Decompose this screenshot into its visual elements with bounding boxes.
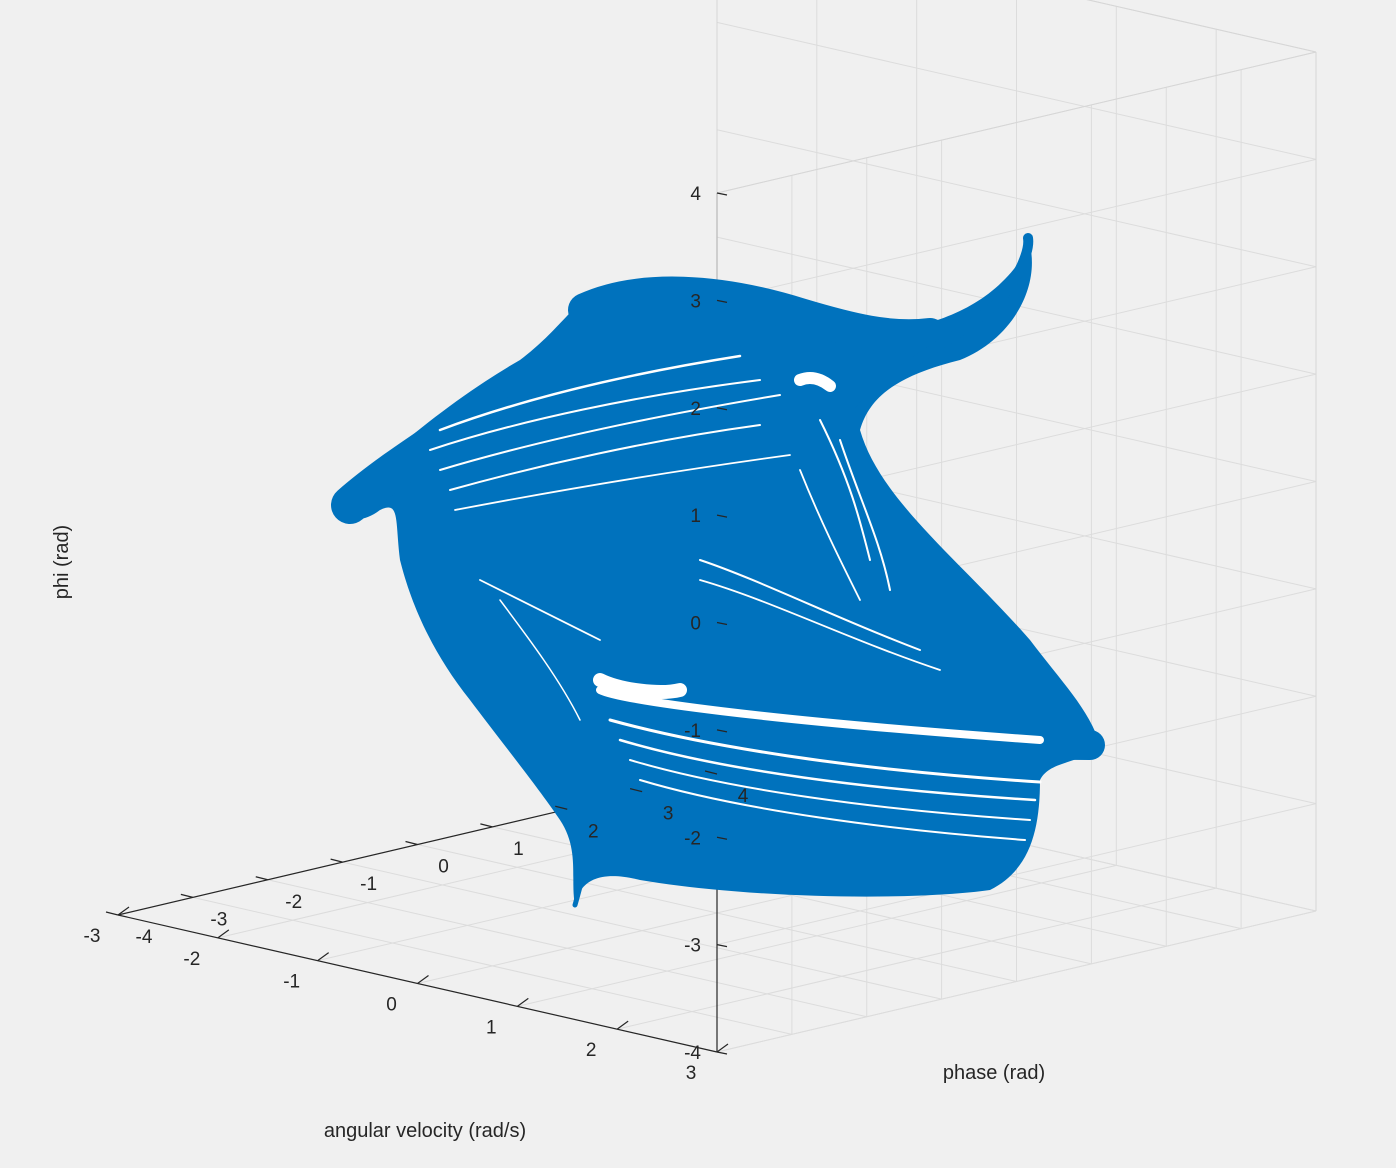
- z-tick: [716, 192, 728, 196]
- attractor-gap: [699, 559, 921, 651]
- y-tick-label: -2: [285, 892, 302, 913]
- grid-line: [716, 21, 1317, 160]
- z-tick-label: 4: [690, 184, 701, 205]
- x-tick: [516, 997, 529, 1007]
- attractor-gap: [794, 372, 836, 392]
- attractor-gap: [819, 419, 871, 561]
- z-tick-label: -4: [684, 1043, 701, 1064]
- y-tick: [555, 805, 568, 810]
- y-tick: [180, 893, 194, 898]
- y-tick-label: 3: [663, 804, 674, 825]
- z-tick-label: 0: [690, 614, 701, 635]
- y-tick-label: -4: [136, 927, 153, 948]
- attractor-tube: [568, 276, 947, 354]
- attractor-gap: [629, 759, 1031, 821]
- y-tick-label: 4: [738, 786, 749, 807]
- box-edge: [1086, 0, 1317, 53]
- attractor-strand: [572, 827, 588, 908]
- z-tick-label: 3: [690, 291, 701, 312]
- attractor-tube: [625, 685, 1105, 760]
- z-tick: [716, 729, 728, 733]
- y-tick-label: -3: [210, 909, 227, 930]
- attractor-gap: [608, 718, 1042, 784]
- x-tick-label: -3: [84, 926, 101, 947]
- attractor-gap: [596, 686, 1044, 744]
- attractor-body: [340, 245, 1100, 905]
- z-tick: [716, 621, 728, 626]
- y-tick-label: 1: [513, 839, 524, 860]
- y-tick: [105, 911, 119, 916]
- attractor-gap: [639, 779, 1026, 841]
- attractor-gap: [593, 673, 687, 699]
- grid-line: [267, 879, 867, 1018]
- z-tick: [716, 514, 728, 518]
- z-tick: [716, 944, 728, 948]
- x-tick-label: -2: [183, 949, 200, 970]
- z-tick-label: 2: [690, 399, 701, 420]
- data-series: [331, 233, 1105, 908]
- x-tick-label: 0: [386, 995, 397, 1016]
- x-tick: [616, 1020, 629, 1030]
- attractor-gap: [499, 599, 581, 721]
- attractor-gap: [429, 379, 761, 451]
- attractor-gap: [799, 469, 861, 601]
- attractor-gap: [439, 394, 781, 471]
- attractor-strand: [855, 233, 1034, 415]
- attractor-gap: [438, 354, 742, 432]
- y-tick: [480, 823, 493, 828]
- z-tick: [716, 299, 728, 303]
- y-tick: [330, 858, 343, 863]
- x-tick: [417, 975, 429, 984]
- grid-line: [342, 861, 942, 1000]
- z-tick: [716, 407, 728, 411]
- x-tick: [317, 952, 330, 962]
- x-tick-label: -1: [283, 972, 300, 993]
- y-tick: [255, 876, 268, 881]
- z-tick: [716, 836, 728, 840]
- grid-line: [192, 896, 792, 1035]
- z-tick: [716, 1051, 728, 1055]
- y-tick-label: 2: [588, 821, 599, 842]
- z-tick-label: -2: [684, 828, 701, 849]
- y-axis-label: phase (rad): [943, 1062, 1045, 1084]
- x-axis-label: angular velocity (rad/s): [324, 1120, 526, 1142]
- ticks: [105, 192, 729, 1055]
- z-tick-label: -1: [684, 721, 701, 742]
- x-tick-label: 1: [486, 1017, 497, 1038]
- y-tick: [629, 788, 643, 793]
- y-tick-label: -1: [360, 874, 377, 895]
- y-tick-label: 0: [438, 857, 449, 878]
- attractor-gap: [479, 579, 601, 641]
- attractor-strand: [538, 773, 587, 852]
- box-edge: [716, 51, 1317, 194]
- z-tick-label: -3: [684, 936, 701, 957]
- z-axis-label: phi (rad): [51, 525, 73, 599]
- attractor-gap: [839, 439, 891, 591]
- x-tick: [716, 1043, 729, 1053]
- attractor-gap: [449, 424, 761, 491]
- x-tick: [217, 929, 230, 939]
- tick-labels: -4 -3 -2 -1 0 1 2 3 4 3 2 1 0 -1 -2 -3 -4 -3 -2 -1 0 1 2 3 4: [84, 184, 749, 1084]
- x-tick: [117, 906, 130, 916]
- y-tick: [405, 840, 418, 846]
- y-tick: [704, 770, 718, 775]
- attractor-gap: [699, 579, 941, 671]
- x-tick-label: 3: [686, 1063, 697, 1084]
- x-tick-label: 2: [586, 1040, 597, 1061]
- z-tick-label: 1: [690, 506, 701, 527]
- attractor-gap: [618, 738, 1037, 802]
- attractor-gap: [454, 454, 791, 511]
- grid-line: [716, 129, 1317, 268]
